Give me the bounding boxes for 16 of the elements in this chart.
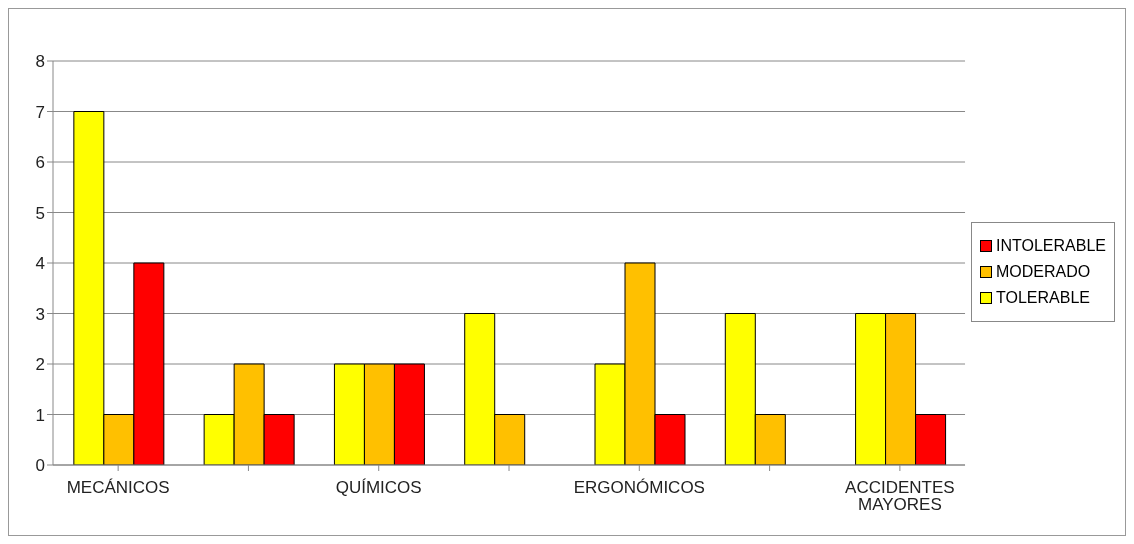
legend-label: TOLERABLE [996, 289, 1090, 307]
y-tick-label: 1 [35, 405, 45, 425]
legend-label: MODERADO [996, 263, 1091, 281]
y-tick-label: 8 [35, 52, 45, 72]
y-tick-label: 5 [35, 203, 45, 223]
legend-label: INTOLERABLE [996, 237, 1106, 255]
y-tick-label: 4 [35, 254, 45, 274]
x-tick-label: MECÁNICOS [66, 478, 170, 498]
y-tick-label: 2 [35, 355, 45, 375]
y-tick-label: 0 [35, 456, 45, 476]
x-tick-label: ACCIDENTES MAYORES [845, 478, 955, 515]
y-tick-label: 3 [35, 304, 45, 324]
x-tick-label: ERGONÓMICOS [573, 478, 705, 498]
x-tick-label: QUÍMICOS [335, 478, 422, 498]
y-tick-label: 7 [35, 102, 45, 122]
y-tick-label: 6 [35, 153, 45, 173]
